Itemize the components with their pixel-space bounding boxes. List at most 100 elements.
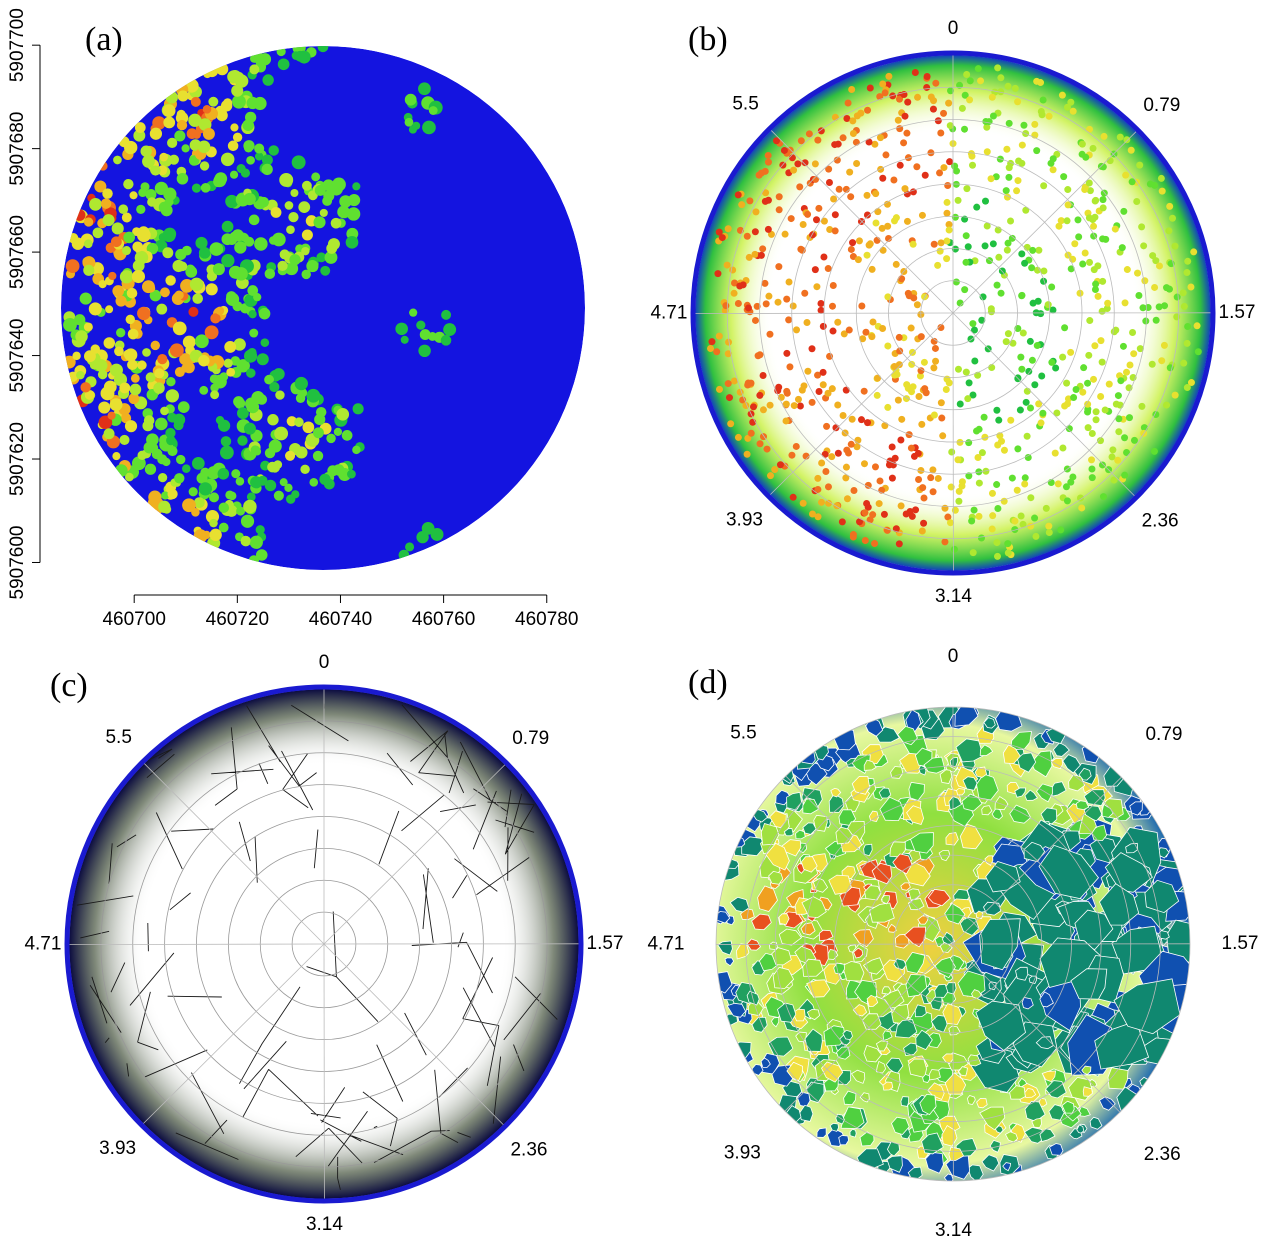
texture-dot (244, 349, 257, 362)
texture-dot (967, 77, 974, 84)
texture-dot (313, 451, 323, 461)
texture-dot (112, 285, 124, 297)
texture-dot (259, 197, 269, 207)
texture-dot (1099, 461, 1106, 468)
texture-dot (1153, 317, 1160, 324)
texture-dot (241, 536, 251, 546)
texture-dot (1005, 240, 1012, 247)
texture-dot (1120, 208, 1127, 215)
texture-dot (946, 226, 953, 233)
texture-dot (882, 151, 889, 158)
texture-dot (781, 147, 788, 154)
texture-dot (971, 507, 978, 514)
texture-dot (146, 433, 159, 446)
texture-dot (1151, 448, 1158, 455)
angle-label: 0.79 (512, 728, 549, 749)
texture-dot (731, 290, 738, 297)
texture-dot (209, 242, 223, 256)
texture-dot (130, 384, 142, 396)
texture-dot (1059, 444, 1066, 451)
angle-label: 1.57 (1222, 933, 1259, 954)
texture-dot (782, 231, 789, 238)
texture-dot (910, 294, 917, 301)
texture-dot (861, 460, 868, 467)
texture-dot (915, 476, 922, 483)
texture-dot (845, 100, 852, 107)
texture-dot (209, 519, 217, 527)
texture-dot (155, 418, 168, 431)
texture-dot (1038, 419, 1045, 426)
texture-dot (1025, 454, 1032, 461)
texture-dot (1112, 226, 1119, 233)
texture-dot (1166, 286, 1173, 293)
texture-dot (982, 242, 989, 249)
texture-dot (908, 445, 915, 452)
texture-dot (790, 167, 797, 174)
texture-dot (254, 237, 268, 251)
texture-dot (975, 454, 982, 461)
texture-dot (175, 249, 186, 260)
texture-dot (66, 259, 80, 273)
texture-dot (981, 414, 988, 421)
texture-dot (759, 245, 766, 252)
texture-dot (744, 451, 751, 458)
texture-dot (1018, 366, 1025, 373)
texture-dot (943, 255, 950, 262)
texture-dot (1085, 424, 1092, 431)
texture-dot (150, 128, 162, 140)
texture-dot (347, 470, 356, 479)
texture-dot (191, 97, 201, 107)
texture-dot (331, 218, 342, 229)
angle-label: 4.71 (650, 303, 687, 324)
texture-dot (279, 173, 293, 187)
texture-dot (828, 453, 835, 460)
texture-dot (843, 464, 850, 471)
texture-dot (735, 191, 742, 198)
texture-dot (820, 369, 827, 376)
texture-dot (174, 130, 185, 141)
texture-dot (302, 421, 314, 433)
texture-dot (765, 293, 772, 300)
texture-dot (346, 236, 359, 249)
texture-dot (977, 77, 984, 84)
texture-dot (1027, 405, 1034, 412)
texture-dot (1024, 388, 1031, 395)
texture-dot (313, 427, 324, 438)
texture-dot (757, 440, 764, 447)
texture-dot (1082, 154, 1089, 161)
texture-dot (1029, 247, 1036, 254)
texture-dot (1005, 174, 1012, 181)
texture-dot (1024, 433, 1031, 440)
texture-dot (945, 100, 952, 107)
texture-dot (797, 403, 804, 410)
texture-dot (994, 505, 1001, 512)
texture-dot (250, 536, 263, 549)
texture-dot (166, 389, 179, 402)
texture-dot (75, 330, 87, 342)
texture-dot (422, 522, 435, 535)
texture-dot (776, 193, 783, 200)
texture-dot (277, 47, 286, 56)
texture-dot (986, 118, 993, 125)
texture-dot (915, 450, 922, 457)
texture-dot (1027, 494, 1034, 501)
texture-dot (1045, 523, 1052, 530)
texture-dot (172, 260, 184, 272)
texture-dot (830, 328, 837, 335)
texture-dot (708, 338, 715, 345)
texture-dot (836, 186, 843, 193)
texture-dot (298, 201, 310, 213)
texture-dot (422, 121, 436, 135)
texture-dot (1088, 456, 1095, 463)
texture-dot (231, 85, 243, 97)
texture-dot (1061, 403, 1068, 410)
texture-dot (809, 231, 816, 238)
texture-dot (1133, 198, 1140, 205)
texture-dot (752, 317, 759, 324)
texture-dot (1060, 173, 1067, 180)
texture-dot (416, 321, 425, 330)
texture-dot (222, 221, 234, 233)
texture-dot (104, 337, 115, 348)
texture-dot (777, 461, 784, 468)
texture-dot (1059, 92, 1066, 99)
